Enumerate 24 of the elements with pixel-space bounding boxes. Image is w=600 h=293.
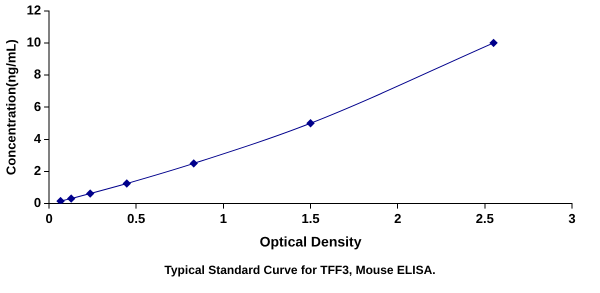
point bbox=[122, 180, 131, 188]
x-tick-label: 3 bbox=[568, 210, 576, 226]
x-axis-title: Optical Density bbox=[260, 233, 362, 250]
y-tick-label: 12 bbox=[26, 2, 42, 18]
y-tick-label: 6 bbox=[34, 98, 42, 114]
y-tick-label: 8 bbox=[34, 66, 42, 82]
y-tick-label: 2 bbox=[34, 163, 42, 178]
y-tick-label: 0 bbox=[34, 195, 42, 210]
y-axis-title: Concentration(ng/mL) bbox=[3, 39, 18, 176]
point bbox=[490, 38, 498, 47]
point bbox=[86, 190, 94, 198]
point bbox=[56, 197, 65, 204]
y-tick-label: 10 bbox=[26, 34, 42, 50]
point bbox=[190, 159, 198, 168]
y-tick-label: 4 bbox=[34, 130, 42, 146]
point bbox=[67, 194, 76, 203]
point bbox=[306, 119, 315, 128]
x-tick-label: 1.5 bbox=[301, 210, 320, 226]
x-tick-label: 2 bbox=[394, 210, 402, 226]
text: Typical Standard Curve for TFF3, Mouse ELISA. bbox=[163, 263, 437, 277]
x-tick-label: 0.5 bbox=[127, 210, 146, 226]
x-tick-label: 0 bbox=[45, 210, 53, 226]
x-tick-label: 1 bbox=[220, 210, 227, 226]
x-tick-label: 2.5 bbox=[476, 210, 494, 226]
